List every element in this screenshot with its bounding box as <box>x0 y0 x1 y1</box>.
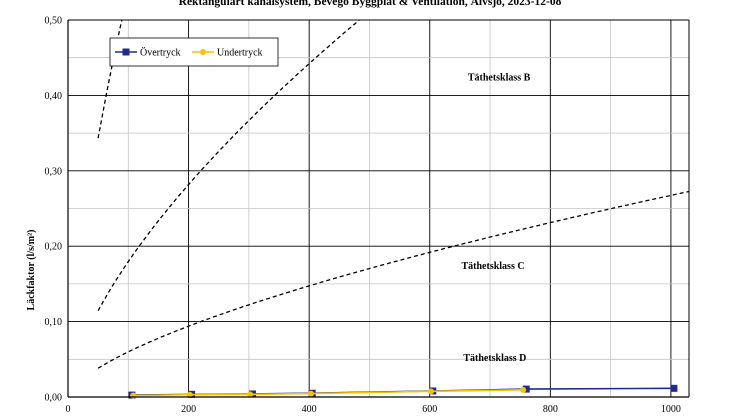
x-tick-label: 400 <box>302 404 317 415</box>
series-line <box>133 389 524 397</box>
y-axis-label: Läckfaktor (l/s/m²) <box>26 230 37 311</box>
y-tick-label: 0,40 <box>45 91 63 102</box>
class-curve <box>97 190 690 369</box>
y-tick-label: 0,10 <box>45 317 63 328</box>
axes <box>67 19 690 398</box>
class-label: Täthetsklass D <box>463 353 526 364</box>
y-tick-label: 0,00 <box>45 393 63 404</box>
x-tick-label: 800 <box>543 404 558 415</box>
class-curve <box>97 19 360 312</box>
data-point <box>307 390 314 397</box>
x-tick-label: 200 <box>181 404 196 415</box>
y-tick-label: 0,50 <box>45 16 63 27</box>
y-tick-label: 0,30 <box>45 166 63 177</box>
legend-swatch-marker <box>122 48 130 56</box>
y-tick-label: 0,20 <box>45 242 63 253</box>
data-point <box>247 391 254 398</box>
class-curves <box>97 19 690 369</box>
data-point <box>520 386 527 393</box>
data-point <box>186 391 193 398</box>
tick-labels: 0 200 400 600 800 1000 0,00 0,10 0,20 0,30 0,40 0,5… <box>45 16 681 416</box>
x-tick-label: 0 <box>66 404 71 415</box>
legend: Övertryck Undertryck <box>109 37 279 67</box>
legend-swatch-marker <box>200 49 206 55</box>
series-group <box>128 384 678 399</box>
legend-label: Undertryck <box>217 48 263 59</box>
class-curve <box>97 19 123 139</box>
x-tick-label: 1000 <box>661 404 681 415</box>
data-point <box>670 384 678 392</box>
class-label: Täthetsklass C <box>462 261 525 272</box>
class-labels: Täthetsklass B Täthetsklass C Täthetsklass… <box>462 72 531 363</box>
data-point <box>522 385 530 393</box>
x-tick-label: 600 <box>422 404 437 415</box>
chart-title: Rektangulärt kanalsystem, Bevego Byggplå… <box>179 0 562 8</box>
data-point <box>427 388 434 395</box>
class-label: Täthetsklass B <box>468 72 531 83</box>
legend-label: Övertryck <box>140 47 181 59</box>
